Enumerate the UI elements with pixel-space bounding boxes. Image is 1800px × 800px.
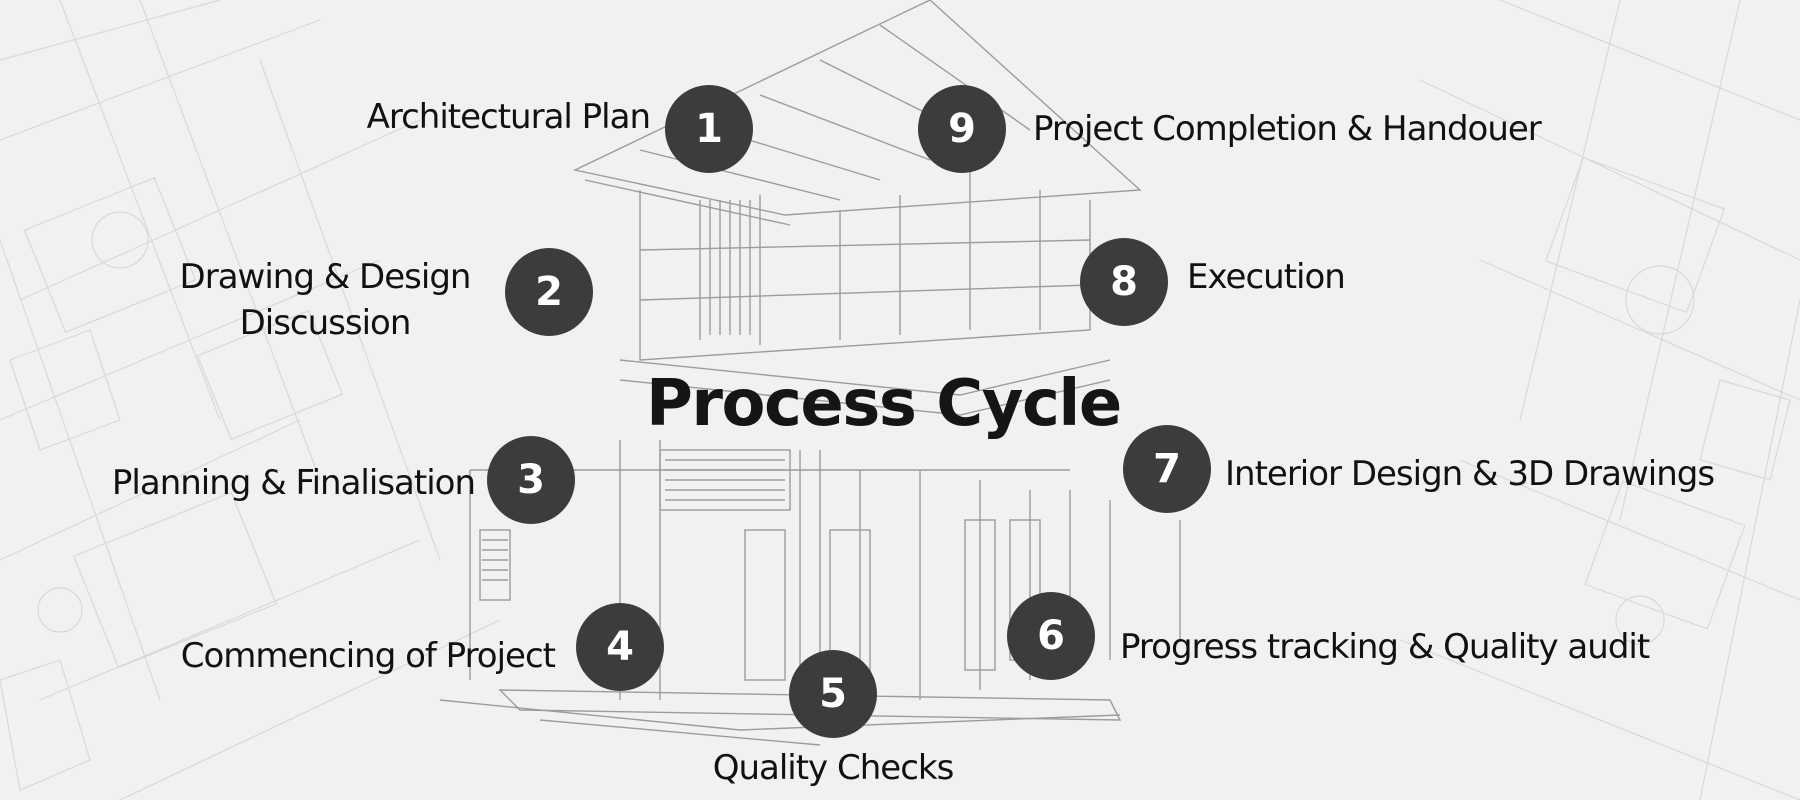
step-5-label: Quality Checks [712, 748, 955, 788]
blueprint-lines-right [1399, 0, 1800, 800]
step-2-label-line-1: Drawing & Design [179, 257, 472, 297]
step-1-label: Architectural Plan [366, 97, 651, 137]
step-7-number-badge: 7 [1123, 425, 1211, 513]
step-3-number-badge: 3 [487, 436, 575, 524]
step-2-label: Drawing & Design Discussion [170, 254, 480, 346]
step-2-number-badge: 2 [505, 248, 593, 336]
step-8-label: Execution [1187, 257, 1346, 297]
step-6-label: Progress tracking & Quality audit [1120, 627, 1650, 667]
blueprint-lines-left [0, 0, 501, 800]
step-4-number-badge: 4 [576, 603, 664, 691]
page-title: Process Cycle [646, 367, 1122, 441]
step-9-number-badge: 9 [918, 85, 1006, 173]
step-7-label: Interior Design & 3D Drawings [1225, 454, 1715, 494]
step-2-label-line-2: Discussion [239, 303, 412, 343]
step-3-label: Planning & Finalisation [111, 463, 476, 503]
step-6-number-badge: 6 [1007, 592, 1095, 680]
step-8-number-badge: 8 [1080, 238, 1168, 326]
step-9-label: Project Completion & Handouer [1033, 109, 1542, 149]
step-4-label: Commencing of Project [180, 636, 556, 676]
step-5-number-badge: 5 [789, 650, 877, 738]
step-1-number-badge: 1 [665, 85, 753, 173]
